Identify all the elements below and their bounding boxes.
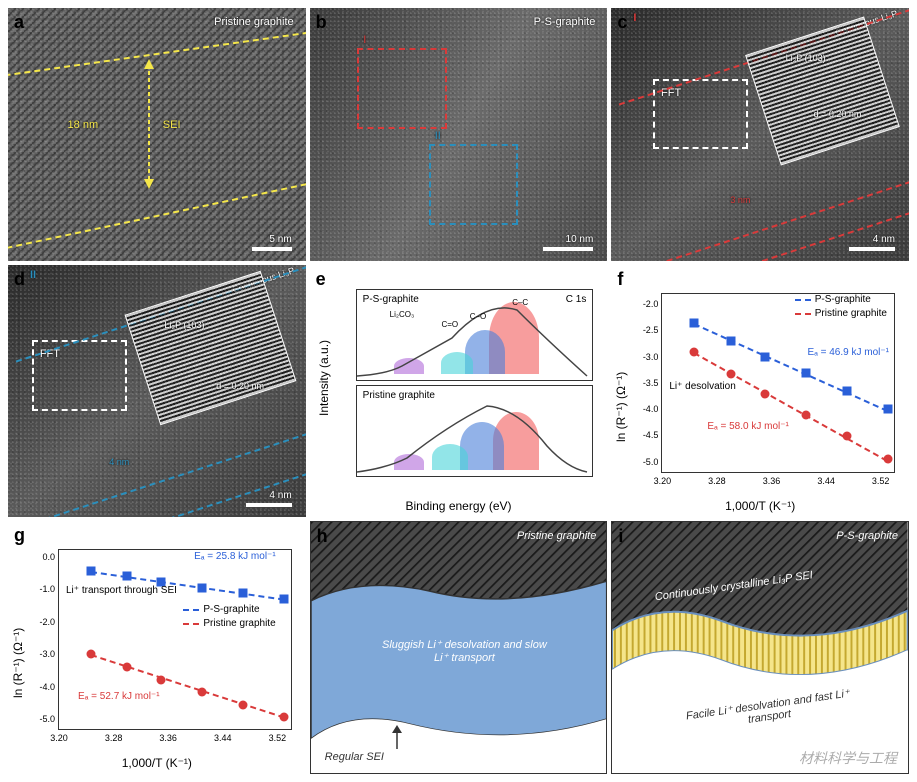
c-sei-thick: 3 nm [730,195,750,205]
panel-label-b: b [316,12,327,33]
chart-g-area: 3.203.283.363.443.52-5.0-4.0-3.0-2.0-1.0… [58,549,292,730]
tem-image-b: P-S-graphite I II 10 nm [310,8,608,261]
scale-bar-d: 4 nm [246,490,292,507]
panel-d: d II Continuous Li₃P FFT Li₃P (103) d = … [8,265,306,518]
e-cc: C–C [512,298,528,307]
c-li3p: Li₃P (103) [786,53,826,63]
c-d-label: d = 0.20 nm [814,109,862,119]
f-x-axis: 1,000/T (K⁻¹) [725,499,795,513]
tem-image-d: II Continuous Li₃P FFT Li₃P (103) d = 0.… [8,265,306,518]
e-co: C–O [470,312,486,321]
panel-label-d: d [14,269,25,290]
scale-bar-c: 4 nm [849,234,895,251]
h-sei-label: Regular SEI [325,751,384,763]
figure-grid: a Pristine graphite SEI 18 nm 5 nm b P-S… [0,0,917,782]
g-legend: P-S-graphite Pristine graphite [183,603,275,631]
region-II-box: II [429,144,518,225]
panel-a-thickness: 18 nm [68,119,99,131]
panel-b: b P-S-graphite I II 10 nm [310,8,608,261]
f-y-axis: ln (R⁻¹) (Ω⁻¹) [614,371,628,441]
e-bot-envelope [357,386,594,477]
g-ea-ps: Eₐ = 25.8 kJ mol⁻¹ [194,551,276,562]
panel-a-sei-label: SEI [163,119,181,131]
scale-bar-b: 10 nm [543,234,593,251]
sei-arrow [139,59,159,189]
panel-c: c I Continuous Li₃P FFT Li₃P (103) d = 0… [611,8,909,261]
panel-d-roman: II [30,269,36,281]
f-ea-ps: Eₐ = 46.9 kJ mol⁻¹ [807,347,889,358]
region-I-box: I [357,48,446,129]
h-arrow [387,725,407,749]
e-y-axis: Intensity (a.u.) [317,340,331,416]
tem-image-a: Pristine graphite SEI 18 nm 5 nm [8,8,306,261]
panel-g: g 3.203.283.363.443.52-5.0-4.0-3.0-2.0-1… [8,521,306,774]
g-x-axis: 1,000/T (K⁻¹) [122,756,192,770]
panel-c-roman: I [633,12,636,24]
scale-bar-a: 5 nm [252,234,292,251]
e-x-axis: Binding energy (eV) [405,499,511,513]
panel-i: i P-S-graphite Continuously crystalline … [611,521,909,774]
e-coo: C=O [441,320,458,329]
f-process: Li⁺ desolvation [669,381,735,392]
panel-label-f: f [617,269,623,290]
panel-label-a: a [14,12,24,33]
e-li2co3: Li₂CO₃ [390,310,415,319]
g-process: Li⁺ transport through SEI [66,585,177,596]
panel-label-i: i [618,526,623,547]
panel-a: a Pristine graphite SEI 18 nm 5 nm [8,8,306,261]
watermark: 材料科学与工程 [799,748,897,768]
h-title: Pristine graphite [517,530,597,542]
i-title: P-S-graphite [836,530,898,542]
h-caption: Sluggish Li⁺ desolvation and slow Li⁺ tr… [376,638,553,664]
panel-e: e Intensity (a.u.) Binding energy (eV) P… [310,265,608,518]
panel-label-e: e [316,269,326,290]
g-y-axis: ln (R⁻¹) (Ω⁻¹) [11,628,25,698]
e-top-envelope [357,290,594,381]
panel-label-g: g [14,525,25,546]
tem-image-c: I Continuous Li₃P FFT Li₃P (103) d = 0.2… [611,8,909,261]
panel-f: f 3.203.283.363.443.52-5.0-4.5-4.0-3.5-3… [611,265,909,518]
panel-b-title: P-S-graphite [534,16,596,28]
panel-a-title: Pristine graphite [214,16,294,28]
e-bottom-panel: Pristine graphite 282285288291 [356,385,594,477]
panel-h: h Pristine graphite Sluggish Li⁺ desolva… [310,521,608,774]
i-schematic [612,522,908,768]
e-top-panel: P-S-graphite C 1s Li₂CO₃ C=O C–O C–C [356,289,594,381]
panel-label-c: c [617,12,627,33]
d-sei-thick: 4 nm [109,457,129,467]
panel-label-h: h [317,526,328,547]
f-ea-pr: Eₐ = 58.0 kJ mol⁻¹ [707,421,789,432]
g-ea-pr: Eₐ = 52.7 kJ mol⁻¹ [78,691,160,702]
d-d-label: d = 0.20 nm [216,381,264,391]
d-li3p: Li₃P (103) [164,320,204,330]
f-legend: P-S-graphite Pristine graphite [795,293,887,321]
